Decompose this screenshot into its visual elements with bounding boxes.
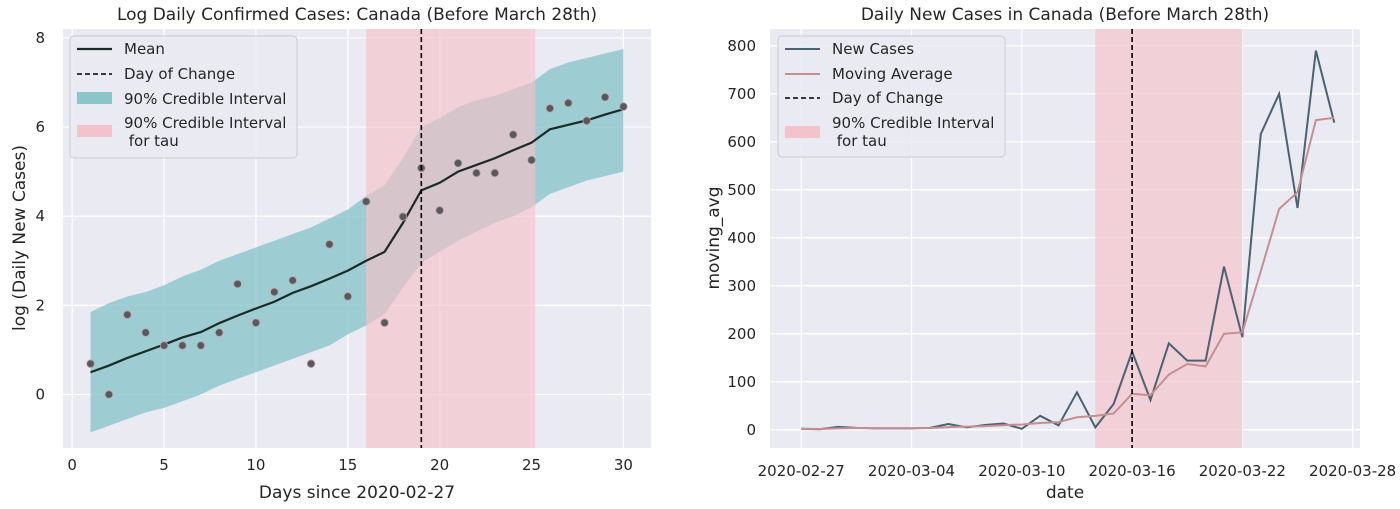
x-tick-label: 0 bbox=[67, 456, 77, 474]
legend-change-label-right: Day of Change bbox=[832, 89, 943, 107]
data-point bbox=[159, 341, 169, 350]
right-fills bbox=[1095, 29, 1243, 448]
right-legend-box bbox=[777, 35, 1006, 158]
right-x-axis-label: date bbox=[1046, 483, 1084, 503]
data-point bbox=[251, 318, 261, 327]
data-point bbox=[196, 341, 206, 350]
right-y-axis-label: moving_avg bbox=[704, 186, 724, 289]
y-tick-label: 2 bbox=[35, 296, 45, 314]
y-tick-label: 200 bbox=[727, 325, 756, 343]
data-point bbox=[564, 98, 573, 108]
left-chart: Log Daily Confirmed Cases: Canada (Befor… bbox=[10, 5, 651, 503]
y-tick-label: 300 bbox=[727, 277, 756, 295]
data-point bbox=[490, 168, 500, 178]
x-tick-label: 2020-03-04 bbox=[868, 462, 955, 480]
legend-tau-label-2: for tau bbox=[124, 132, 179, 150]
x-tick-label: 2020-02-27 bbox=[758, 462, 845, 480]
right-legend: New Cases Moving Average Day of Change 9… bbox=[777, 35, 1006, 158]
x-tick-label: 10 bbox=[246, 456, 265, 474]
legend-new-cases-label: New Cases bbox=[832, 40, 914, 58]
y-tick-label: 0 bbox=[35, 386, 45, 404]
left-marks bbox=[86, 29, 628, 448]
data-point bbox=[435, 206, 444, 215]
y-tick-label: 800 bbox=[727, 37, 756, 55]
y-tick-label: 500 bbox=[727, 181, 756, 199]
left-ticks: 0 5 10 15 20 25 30 0 2 4 6 8 bbox=[35, 29, 633, 474]
y-tick-label: 700 bbox=[727, 85, 756, 103]
data-point bbox=[472, 168, 481, 178]
left-fills bbox=[90, 29, 624, 448]
data-point bbox=[214, 328, 224, 337]
legend-tau-label-1: 90% Credible Interval bbox=[124, 114, 286, 132]
legend-mean-label: Mean bbox=[124, 40, 165, 58]
legend-tau-swatch-right bbox=[785, 126, 820, 138]
data-point bbox=[380, 318, 389, 327]
legend-tau-swatch bbox=[77, 125, 112, 137]
left-chart-title: Log Daily Confirmed Cases: Canada (Befor… bbox=[117, 5, 597, 25]
x-tick-label: 2020-03-22 bbox=[1199, 462, 1286, 480]
data-point bbox=[527, 155, 536, 165]
data-point bbox=[582, 116, 591, 126]
data-point bbox=[361, 197, 371, 206]
data-point bbox=[141, 328, 150, 337]
x-tick-label: 30 bbox=[614, 456, 633, 474]
right-chart: Daily New Cases in Canada (Before March … bbox=[704, 5, 1396, 503]
legend-tau-label-right-2: for tau bbox=[832, 132, 887, 150]
legend-ci-swatch bbox=[77, 92, 112, 104]
x-tick-label: 2020-03-28 bbox=[1309, 462, 1396, 480]
data-point bbox=[508, 130, 518, 139]
data-point bbox=[123, 310, 132, 319]
data-point bbox=[233, 279, 242, 289]
left-legend: Mean Day of Change 90% Credible Interval… bbox=[69, 35, 298, 159]
y-tick-label: 400 bbox=[727, 229, 756, 247]
legend-change-label: Day of Change bbox=[124, 65, 235, 83]
x-tick-label: 2020-03-16 bbox=[1088, 462, 1175, 480]
left-y-axis-label: log (Daily New Cases) bbox=[10, 145, 30, 331]
mean-line bbox=[90, 108, 624, 374]
y-tick-label: 6 bbox=[35, 118, 45, 136]
y-tick-label: 8 bbox=[35, 29, 45, 47]
x-tick-label: 20 bbox=[430, 456, 449, 474]
legend-tau-label-right-1: 90% Credible Interval bbox=[832, 114, 994, 132]
right-ticks: 2020-02-27 2020-03-04 2020-03-10 2020-03-16… bbox=[727, 37, 1396, 480]
y-tick-label: 600 bbox=[727, 133, 756, 151]
x-tick-label: 5 bbox=[159, 456, 169, 474]
legend-moving-avg-label: Moving Average bbox=[832, 65, 953, 83]
tau-interval-span bbox=[366, 29, 536, 448]
y-tick-label: 0 bbox=[746, 421, 756, 439]
left-legend-box bbox=[69, 35, 298, 159]
data-point bbox=[270, 287, 279, 297]
data-point bbox=[178, 341, 187, 350]
x-tick-label: 25 bbox=[522, 456, 541, 474]
right-marks bbox=[801, 29, 1336, 448]
data-point bbox=[86, 359, 95, 368]
data-point bbox=[545, 104, 555, 113]
data-point bbox=[453, 158, 463, 168]
left-x-axis-label: Days since 2020-02-27 bbox=[259, 483, 455, 503]
data-point bbox=[619, 102, 628, 111]
right-chart-title: Daily New Cases in Canada (Before March … bbox=[861, 5, 1269, 25]
data-point bbox=[288, 276, 297, 285]
legend-ci-label: 90% Credible Interval bbox=[124, 90, 286, 108]
data-point bbox=[343, 292, 353, 301]
data-point bbox=[306, 359, 316, 368]
y-tick-label: 100 bbox=[727, 373, 756, 391]
data-point bbox=[398, 212, 408, 221]
tau-interval-span bbox=[1095, 29, 1243, 448]
data-point bbox=[325, 240, 334, 249]
data-point bbox=[104, 390, 114, 399]
x-tick-label: 2020-03-10 bbox=[978, 462, 1065, 480]
data-point bbox=[600, 92, 610, 102]
moving-average-line bbox=[801, 116, 1335, 431]
x-tick-label: 15 bbox=[338, 456, 357, 474]
y-tick-label: 4 bbox=[35, 207, 45, 225]
